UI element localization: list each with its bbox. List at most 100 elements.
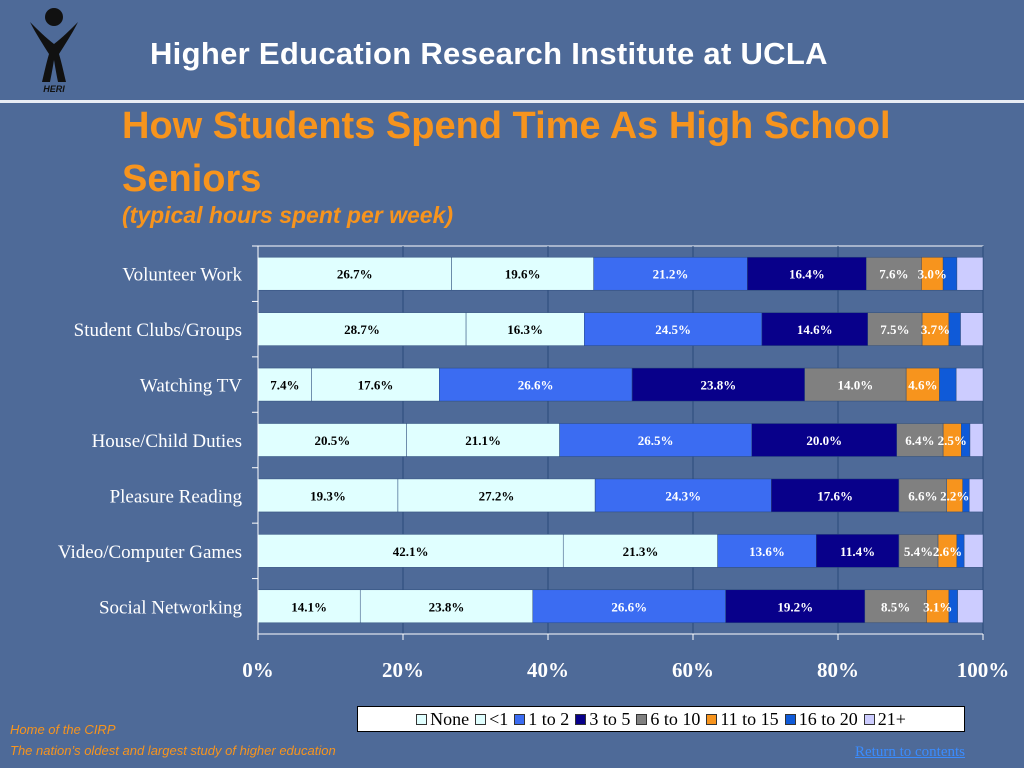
legend-item: 11 to 15 bbox=[706, 709, 779, 730]
bar-segment bbox=[562, 534, 718, 568]
bar-segment bbox=[257, 423, 407, 457]
data-label: 3.7% bbox=[921, 322, 950, 337]
data-label: 26.7% bbox=[337, 267, 373, 282]
heri-logo: HERI bbox=[30, 8, 78, 94]
x-tick-label: 20% bbox=[382, 658, 424, 682]
bar-segment bbox=[771, 478, 900, 513]
legend-label: 21+ bbox=[877, 708, 906, 729]
data-label: 20.0% bbox=[806, 433, 842, 448]
bar-segment bbox=[257, 534, 564, 568]
bar-segment bbox=[631, 367, 805, 402]
data-label: 26.6% bbox=[611, 599, 647, 614]
data-label: 26.6% bbox=[518, 378, 554, 393]
footer-tagline: Home of the CIRP bbox=[10, 722, 116, 737]
bar-segment bbox=[866, 256, 922, 291]
legend-swatch bbox=[514, 713, 526, 725]
data-label: 3.1% bbox=[923, 599, 952, 614]
legend-label: 16 to 20 bbox=[798, 708, 858, 729]
bar-segment bbox=[439, 367, 633, 402]
legend-item: 6 to 10 bbox=[636, 709, 700, 730]
legend-label: 6 to 10 bbox=[650, 708, 701, 729]
bar-segment bbox=[956, 256, 984, 291]
bar-segment bbox=[968, 478, 984, 513]
bar-segment bbox=[905, 367, 940, 402]
data-label: 6.4% bbox=[905, 433, 934, 448]
x-tick-label: 80% bbox=[817, 658, 859, 682]
data-label: 2.2% bbox=[940, 488, 969, 503]
legend-swatch bbox=[784, 713, 796, 725]
bar-segment bbox=[257, 312, 467, 346]
x-tick-label: 100% bbox=[957, 658, 1010, 682]
bar-segment bbox=[257, 367, 312, 402]
x-tick-label: 40% bbox=[527, 658, 569, 682]
legend-swatch bbox=[863, 713, 875, 725]
bar-segment bbox=[725, 589, 866, 624]
x-tick-label: 60% bbox=[672, 658, 714, 682]
bar-segment bbox=[921, 312, 950, 346]
x-tick-label: 0% bbox=[242, 658, 274, 682]
category-label: Volunteer Work bbox=[122, 265, 242, 286]
bar-segment bbox=[960, 312, 984, 346]
data-label: 7.4% bbox=[270, 378, 299, 393]
legend-swatch bbox=[416, 713, 428, 725]
bar-segment bbox=[311, 367, 440, 402]
slide-header: HERI Higher Education Research Institute… bbox=[0, 0, 1024, 100]
institute-name: Higher Education Research Institute at U… bbox=[150, 36, 828, 71]
data-label: 19.6% bbox=[505, 267, 541, 282]
bar-segment bbox=[816, 534, 900, 568]
bar-segment bbox=[969, 423, 984, 457]
bar-segment bbox=[939, 367, 957, 402]
data-label: 19.2% bbox=[777, 599, 813, 614]
legend-swatch bbox=[706, 713, 718, 725]
data-label: 23.8% bbox=[701, 378, 737, 393]
data-label: 14.1% bbox=[291, 599, 327, 614]
bar-segment bbox=[761, 312, 868, 346]
data-label: 7.5% bbox=[880, 322, 909, 337]
legend-label: 1 to 2 bbox=[528, 708, 570, 729]
bar-segment bbox=[257, 589, 361, 624]
bar-segment bbox=[963, 534, 984, 568]
data-label: 16.3% bbox=[507, 322, 543, 337]
bar-segment bbox=[957, 589, 984, 624]
category-label: Student Clubs/Groups bbox=[74, 320, 242, 341]
legend-label: None bbox=[430, 708, 470, 729]
data-label: 17.6% bbox=[358, 378, 394, 393]
bar-segment bbox=[898, 534, 939, 568]
legend-item: <1 bbox=[475, 709, 508, 730]
bar-segment bbox=[948, 312, 961, 346]
return-to-contents-link[interactable]: Return to contents bbox=[855, 744, 965, 760]
data-label: 27.2% bbox=[479, 488, 515, 503]
bar-segment bbox=[804, 367, 907, 402]
bar-segment bbox=[451, 256, 594, 291]
bar-segment bbox=[898, 478, 948, 513]
bar-segment bbox=[532, 589, 726, 624]
data-label: 8.5% bbox=[881, 599, 910, 614]
data-label: 28.7% bbox=[344, 322, 380, 337]
data-label: 6.6% bbox=[908, 488, 937, 503]
category-label: Pleasure Reading bbox=[110, 486, 243, 507]
bar-segment bbox=[465, 312, 585, 346]
data-label: 21.3% bbox=[623, 544, 659, 559]
bar-segment bbox=[751, 423, 897, 457]
data-label: 3.0% bbox=[918, 267, 947, 282]
bar-segment bbox=[359, 589, 534, 624]
bar-segment bbox=[896, 423, 944, 457]
slide-subtitle: (typical hours spent per week) bbox=[122, 202, 454, 228]
data-label: 24.3% bbox=[665, 488, 701, 503]
data-label: 2.5% bbox=[938, 433, 967, 448]
bar-segment bbox=[397, 478, 596, 513]
category-label: House/Child Duties bbox=[92, 431, 242, 452]
category-label: Social Networking bbox=[99, 597, 243, 618]
data-label: 19.3% bbox=[310, 488, 346, 503]
bar-segment bbox=[747, 256, 867, 291]
legend-item: 21+ bbox=[863, 708, 906, 730]
data-label: 20.5% bbox=[314, 433, 350, 448]
legend-item: 3 to 5 bbox=[575, 709, 630, 730]
bar-segment bbox=[717, 534, 817, 568]
data-label: 7.6% bbox=[879, 267, 908, 282]
legend-item: None bbox=[416, 709, 469, 730]
data-label: 17.6% bbox=[817, 488, 853, 503]
data-label: 23.8% bbox=[429, 599, 465, 614]
bar-segment bbox=[559, 423, 752, 457]
chart-legend: None <1 1 to 2 3 to 5 6 to 10 11 to 15 16 to 2… bbox=[357, 706, 965, 732]
